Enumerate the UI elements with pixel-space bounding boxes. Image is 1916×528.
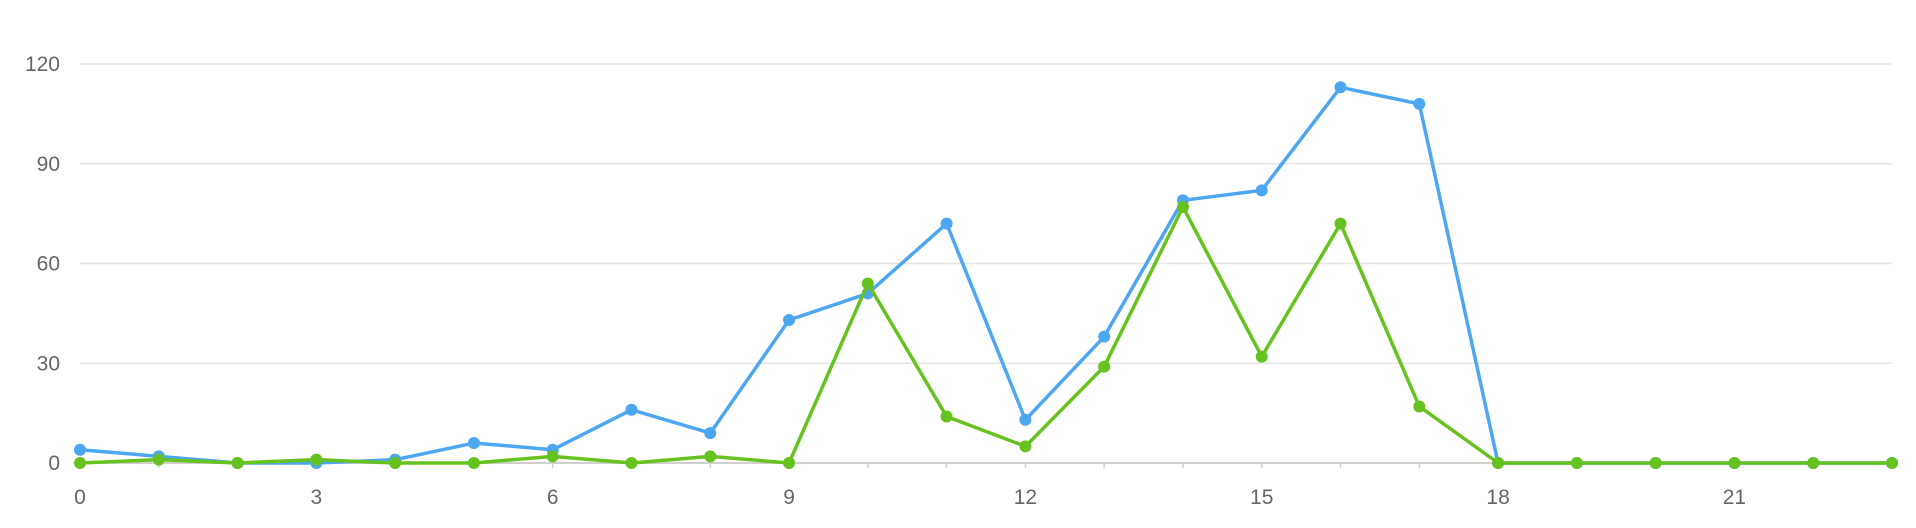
series-2-point [783,457,796,469]
series-2-point [1649,457,1662,469]
series-1-point [1413,97,1426,110]
series-2-point [1728,457,1741,469]
series-2-point [389,457,402,469]
series-2-point [1019,440,1032,453]
series-1 [74,81,1898,469]
series-2-point [467,457,480,469]
series-2-point [1807,457,1820,469]
series-2-point [625,457,638,469]
series-2-point [1255,350,1268,363]
series-2-point [1334,217,1347,230]
series-2-point [1413,400,1426,413]
series-1-point [625,403,638,416]
series-1-point [467,437,480,450]
y-tick-label: 90 [37,153,60,176]
series-2-line [78,205,1894,465]
series-2-point [546,450,559,463]
series-2-point [152,453,165,466]
series-2-point [310,453,323,466]
series-2-point [1492,457,1505,469]
series-2-point [861,277,874,290]
y-tick-label: 120 [25,53,60,76]
series-2-point [1176,200,1189,213]
x-tick-label: 15 [1250,486,1273,509]
series-2-point [940,410,953,423]
y-tick-label: 60 [37,253,60,276]
series-1-point [1019,413,1032,426]
series-1-point [783,314,796,327]
x-tick-label: 0 [74,486,86,509]
series-layer [74,81,1898,469]
series-1-point [1255,184,1268,197]
y-axis: 0 30 60 90 120 [25,53,60,475]
x-tick-label: 18 [1486,486,1509,509]
series-1-point [704,427,717,440]
y-tick-label: 0 [48,452,60,475]
x-axis: 0 3 6 9 12 15 18 21 [74,462,1893,509]
series-2-point [704,450,717,463]
x-tick-label: 6 [547,486,559,509]
x-tick-label: 9 [783,486,795,509]
series-1-point [1098,330,1111,343]
series-1-point [1334,81,1347,94]
series-2-point [1886,457,1898,469]
series-2-point [1098,360,1111,373]
x-tick-label: 3 [311,486,323,509]
series-1-point [940,217,953,230]
x-tick-label: 21 [1723,486,1746,509]
x-tick-label: 12 [1014,486,1037,509]
series-1-line [78,85,1894,465]
series-2 [74,200,1898,469]
series-1-point [74,443,86,456]
series-2-point [74,457,86,469]
y-tick-label: 30 [37,352,60,375]
grid-lines [80,63,1892,364]
series-2-point [231,457,244,469]
series-2-point [1570,457,1583,469]
